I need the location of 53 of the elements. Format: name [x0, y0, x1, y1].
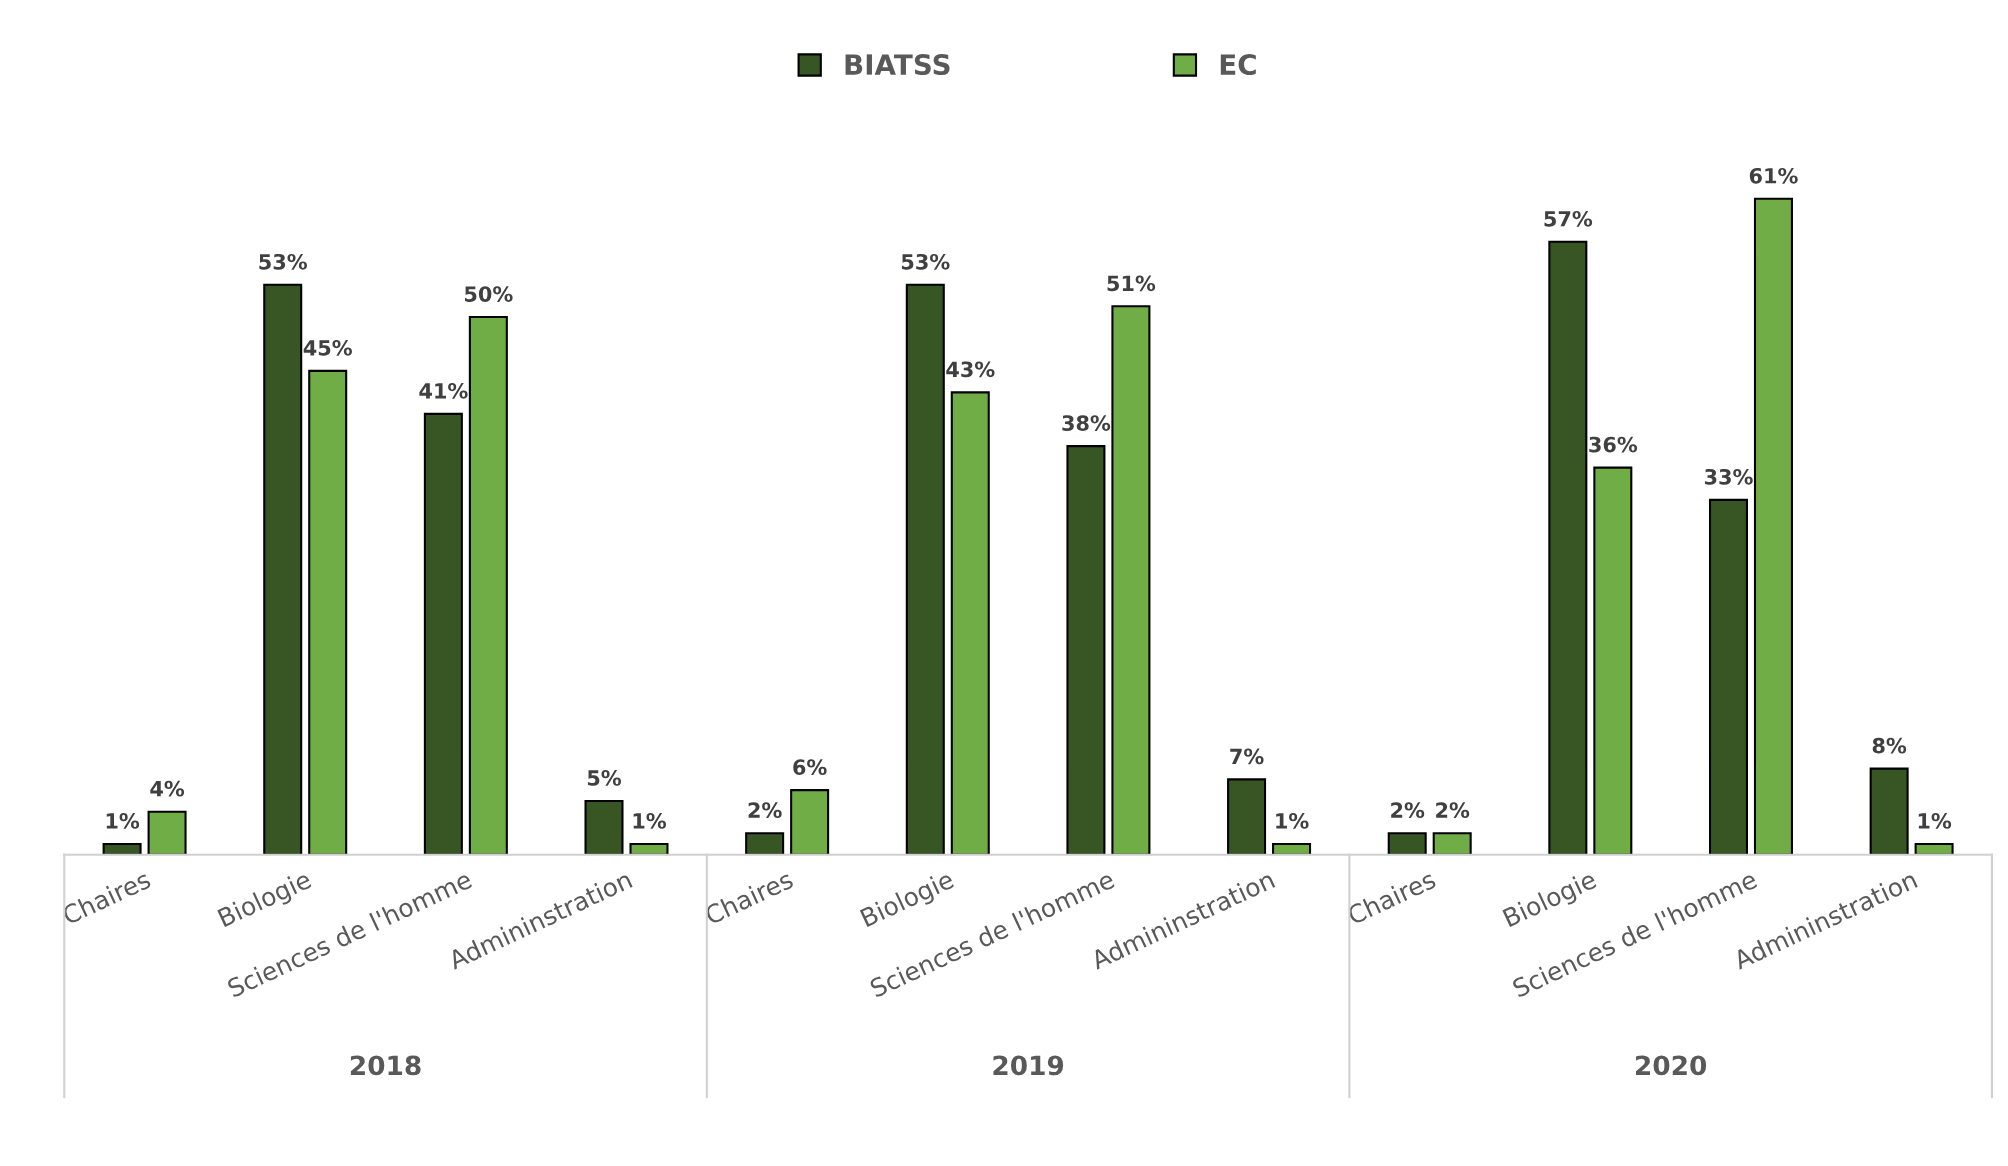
bar — [905, 283, 945, 855]
data-label: 51% — [1107, 275, 1156, 292]
data-label: 45% — [303, 339, 352, 356]
bar — [147, 810, 187, 855]
data-label: 57% — [1544, 210, 1593, 227]
data-label: 2% — [748, 802, 782, 819]
bar — [102, 842, 142, 855]
bar — [1066, 445, 1106, 855]
bar — [423, 412, 463, 855]
text: 2019 — [993, 1055, 1064, 1076]
data-label: 7% — [1230, 748, 1264, 765]
data-label: 33% — [1704, 468, 1753, 485]
data-label: 5% — [587, 770, 622, 786]
bar — [584, 799, 624, 855]
bar — [1272, 842, 1312, 855]
data-label: 43% — [946, 361, 995, 378]
bar — [1869, 767, 1909, 855]
data-label: 38% — [1062, 415, 1111, 431]
bar — [1548, 240, 1588, 855]
bar — [1914, 842, 1954, 855]
data-label: 53% — [901, 253, 950, 270]
data-label: 8% — [1872, 737, 1907, 754]
bar — [1708, 498, 1748, 855]
data-label: 1% — [1276, 813, 1309, 829]
legend-label: EC — [1220, 54, 1256, 76]
data-label: 36% — [1589, 436, 1638, 453]
bar — [1111, 305, 1151, 855]
text: 2020 — [1636, 1055, 1707, 1076]
bar — [629, 842, 669, 855]
bar — [263, 283, 303, 855]
bar — [468, 316, 508, 855]
bar — [1432, 832, 1472, 855]
data-label: 50% — [465, 286, 513, 302]
bar — [1387, 832, 1427, 855]
bar — [308, 369, 348, 855]
data-label: 4% — [150, 780, 185, 797]
data-label: 53% — [259, 253, 307, 270]
text: 2018 — [350, 1055, 421, 1076]
data-label: 1% — [106, 813, 140, 829]
data-label: 61% — [1749, 167, 1798, 184]
bar — [950, 391, 990, 855]
data-label: 2% — [1391, 802, 1425, 819]
data-label: 2% — [1436, 802, 1470, 819]
bar — [1227, 778, 1267, 855]
data-label: 41% — [419, 382, 468, 399]
data-label: 1% — [633, 813, 667, 829]
bar — [1593, 466, 1633, 855]
bar — [1753, 197, 1793, 855]
data-label: 6% — [793, 759, 827, 776]
data-label: 1% — [1918, 813, 1952, 829]
bar — [790, 789, 830, 855]
legend-label: BIATSS — [845, 54, 950, 76]
bar — [745, 832, 785, 855]
